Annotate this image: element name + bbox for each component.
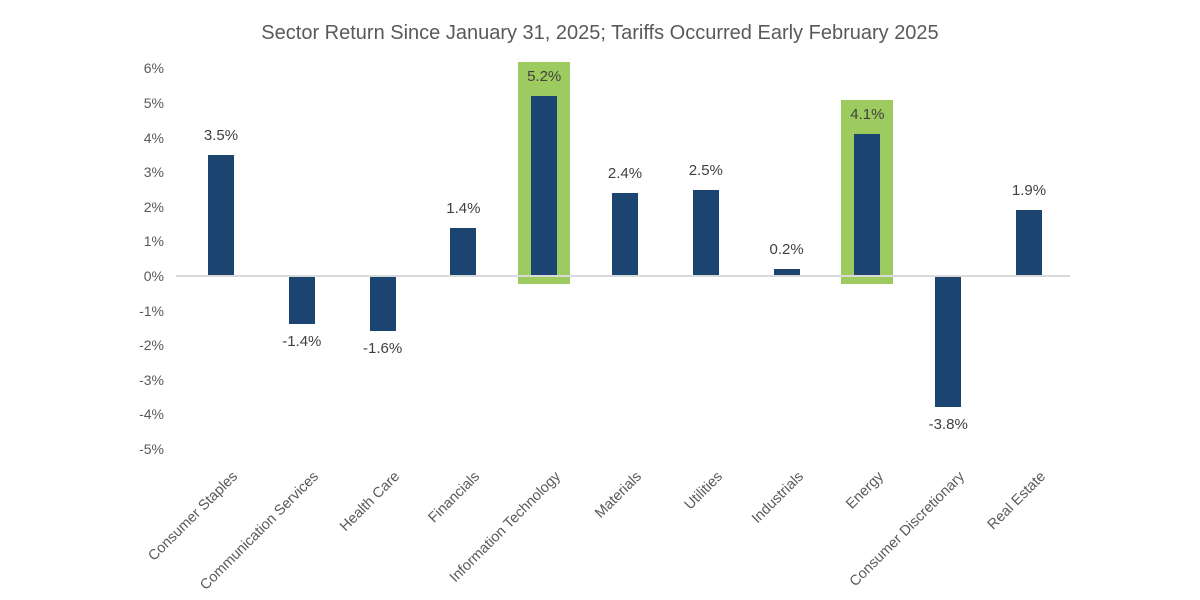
y-axis-tick-label: 0% — [143, 268, 164, 284]
y-axis-tick-label: -4% — [139, 406, 164, 423]
bar-real-estate — [1016, 210, 1042, 276]
value-label-materials: 2.4% — [607, 164, 643, 182]
value-label-communication-services: -1.4% — [282, 333, 322, 351]
bar-information-technology — [531, 96, 558, 276]
bar-utilities — [692, 189, 719, 276]
chart-title: Sector Return Since January 31, 2025; Ta… — [261, 22, 939, 44]
y-axis-tick-label: 1% — [143, 233, 164, 250]
y-axis-tick-label: -1% — [139, 302, 164, 319]
bar-energy — [854, 134, 881, 276]
bar-consumer-discretionary — [935, 276, 962, 408]
bar-materials — [612, 192, 638, 276]
value-label-industrials: 0.2% — [769, 241, 804, 259]
y-axis-tick-label: -3% — [139, 371, 164, 388]
value-label-financials: 1.4% — [446, 199, 481, 217]
value-label-consumer-staples: 3.5% — [203, 126, 239, 144]
zero-axis-line — [176, 275, 1070, 277]
bar-communication-services — [288, 276, 315, 325]
y-axis-tick-label: 5% — [143, 95, 164, 111]
value-label-real-estate: 1.9% — [1011, 182, 1047, 200]
value-label-consumer-discretionary: -3.8% — [928, 416, 968, 434]
y-axis-tick-label: 2% — [143, 198, 164, 215]
bar-health-care — [369, 276, 396, 332]
y-axis-tick-label: 4% — [143, 129, 164, 146]
bar-consumer-staples — [208, 154, 234, 276]
value-label-information-technology: 5.2% — [527, 68, 562, 86]
value-label-utilities: 2.5% — [688, 161, 723, 179]
value-label-energy: 4.1% — [850, 106, 885, 124]
value-label-health-care: -1.6% — [363, 340, 403, 358]
bar-financials — [450, 227, 477, 276]
y-axis-tick-label: 6% — [143, 60, 164, 77]
y-axis-tick-label: 3% — [143, 164, 164, 181]
y-axis-tick-label: -2% — [139, 337, 164, 354]
y-axis-tick-label: -5% — [139, 441, 164, 457]
bar-industrials — [773, 269, 800, 276]
